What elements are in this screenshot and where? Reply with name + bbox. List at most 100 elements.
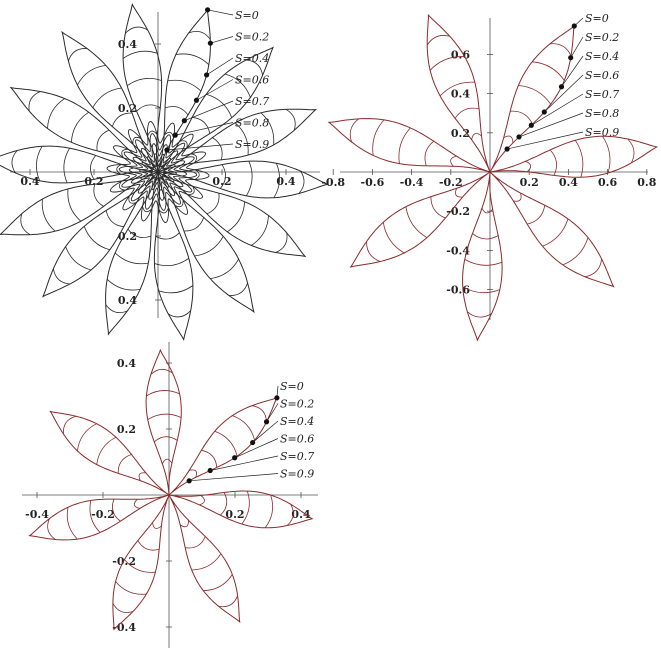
- petal-section-curve: [210, 258, 239, 279]
- petal-section-curve: [112, 603, 134, 613]
- petal-section-curve: [574, 140, 584, 178]
- petal-outline: [153, 171, 194, 342]
- petal-section-curve: [132, 136, 142, 145]
- petal-section-curve: [71, 111, 89, 143]
- petal-outline: [105, 171, 159, 336]
- petal-section-curve: [398, 127, 411, 164]
- petal-section-curve: [224, 73, 251, 98]
- petal-section-curve: [298, 170, 305, 194]
- x-tick-label: -0.2: [439, 176, 463, 189]
- petal-section-curve: [627, 138, 635, 164]
- petal-section-curve: [218, 595, 238, 608]
- s-marker-dot: [181, 118, 187, 124]
- s-leader-line: [184, 100, 234, 122]
- petal-section-curve: [188, 31, 211, 40]
- petal-section-curve: [47, 518, 56, 540]
- s-leader-line: [544, 74, 584, 113]
- petal-section-curve: [189, 469, 197, 478]
- x-tick-label: 0.2: [225, 508, 244, 521]
- petal-section-curve: [65, 246, 92, 271]
- petal-section-curve: [194, 169, 200, 180]
- petal-section-curve: [273, 163, 280, 198]
- petal-section-curve: [147, 413, 182, 420]
- s-leader-line: [561, 55, 584, 87]
- y-tick-label: 0.2: [118, 102, 137, 115]
- x-tick-label: -0.8: [321, 176, 345, 189]
- petal-section-curve: [162, 458, 173, 464]
- s-leader-line: [207, 9, 234, 16]
- s-marker-dot: [164, 147, 170, 153]
- petal-section-curve: [201, 449, 218, 468]
- petal-section-curve: [542, 218, 569, 247]
- petal-section-curve: [372, 119, 385, 156]
- petal-section-curve: [163, 131, 174, 139]
- petal-section-curve: [439, 81, 475, 97]
- petal-outline: [349, 171, 491, 268]
- s-leader-line: [196, 79, 234, 101]
- petal-section-curve: [47, 98, 65, 129]
- petal-section-curve: [136, 104, 161, 112]
- petal-section-curve: [450, 155, 457, 167]
- y-tick-label: 0.4: [451, 88, 470, 101]
- petal-outline: [489, 24, 576, 173]
- petal-section-curve: [155, 232, 180, 240]
- petal-outline: [462, 171, 503, 342]
- petal-section-curve: [111, 112, 133, 127]
- petal-section-curve: [125, 26, 148, 34]
- petal-section-curve: [513, 192, 522, 202]
- s-leader-line: [252, 420, 279, 443]
- s-marker-dot: [186, 478, 192, 484]
- petal-section-curve: [90, 155, 97, 180]
- petal-outline: [157, 171, 307, 258]
- x-tick-label: 0.4: [559, 176, 578, 189]
- petal-section-curve: [126, 77, 162, 87]
- s-marker-dot: [172, 132, 178, 138]
- petal-section-curve: [116, 164, 122, 175]
- s-label: S=0.8: [585, 107, 619, 120]
- s-marker-dot: [568, 55, 574, 61]
- petal-section-curve: [77, 65, 106, 86]
- inner-ring: [147, 161, 169, 183]
- petal-section-curve: [462, 286, 500, 294]
- s-marker-dot: [193, 97, 200, 103]
- y-tick-label: -0.2: [112, 555, 136, 568]
- s-leader-line: [166, 143, 234, 151]
- petal-section-curve: [228, 282, 248, 296]
- s-label: S=0.6: [585, 69, 619, 82]
- petal-outline: [327, 118, 491, 173]
- petal-section-curve: [471, 133, 482, 140]
- petal-section-curve: [219, 164, 226, 189]
- petal-section-curve: [96, 436, 117, 465]
- inner-ring: [139, 153, 177, 191]
- petal-section-curve: [167, 79, 202, 92]
- petal-section-curve: [203, 574, 233, 592]
- petal-section-curve: [246, 161, 253, 197]
- petal-outline: [42, 171, 159, 298]
- petal-section-curve: [251, 405, 267, 422]
- s-marker-dot: [207, 40, 213, 46]
- s-marker-dot: [274, 395, 280, 401]
- petal-section-curve: [602, 136, 611, 174]
- s-label: S=0.2: [235, 31, 269, 44]
- petal-outline: [61, 30, 159, 173]
- petal-section-curve: [232, 415, 255, 441]
- petal-section-curve: [154, 257, 190, 267]
- petal-outline: [145, 348, 182, 496]
- petal-section-curve: [206, 93, 233, 118]
- s-label: S=0.2: [280, 398, 314, 411]
- petal-section-curve: [68, 48, 88, 62]
- petal-section-curve: [532, 61, 565, 81]
- petal-section-curve: [206, 193, 220, 215]
- s-label: S=0.9: [280, 468, 314, 481]
- s-leader-line: [189, 473, 279, 482]
- petal-section-curve: [121, 148, 129, 159]
- inner-ring: [106, 121, 210, 223]
- petal-section-curve: [158, 285, 194, 294]
- petal-section-curve: [20, 213, 31, 236]
- x-tick-label: -0.2: [91, 508, 115, 521]
- s-label: S=0.4: [280, 415, 314, 428]
- petal-section-curve: [179, 140, 188, 149]
- y-tick-label: -0.2: [446, 205, 470, 218]
- petal-section-curve: [93, 183, 104, 207]
- s-label: S=0.2: [585, 31, 619, 44]
